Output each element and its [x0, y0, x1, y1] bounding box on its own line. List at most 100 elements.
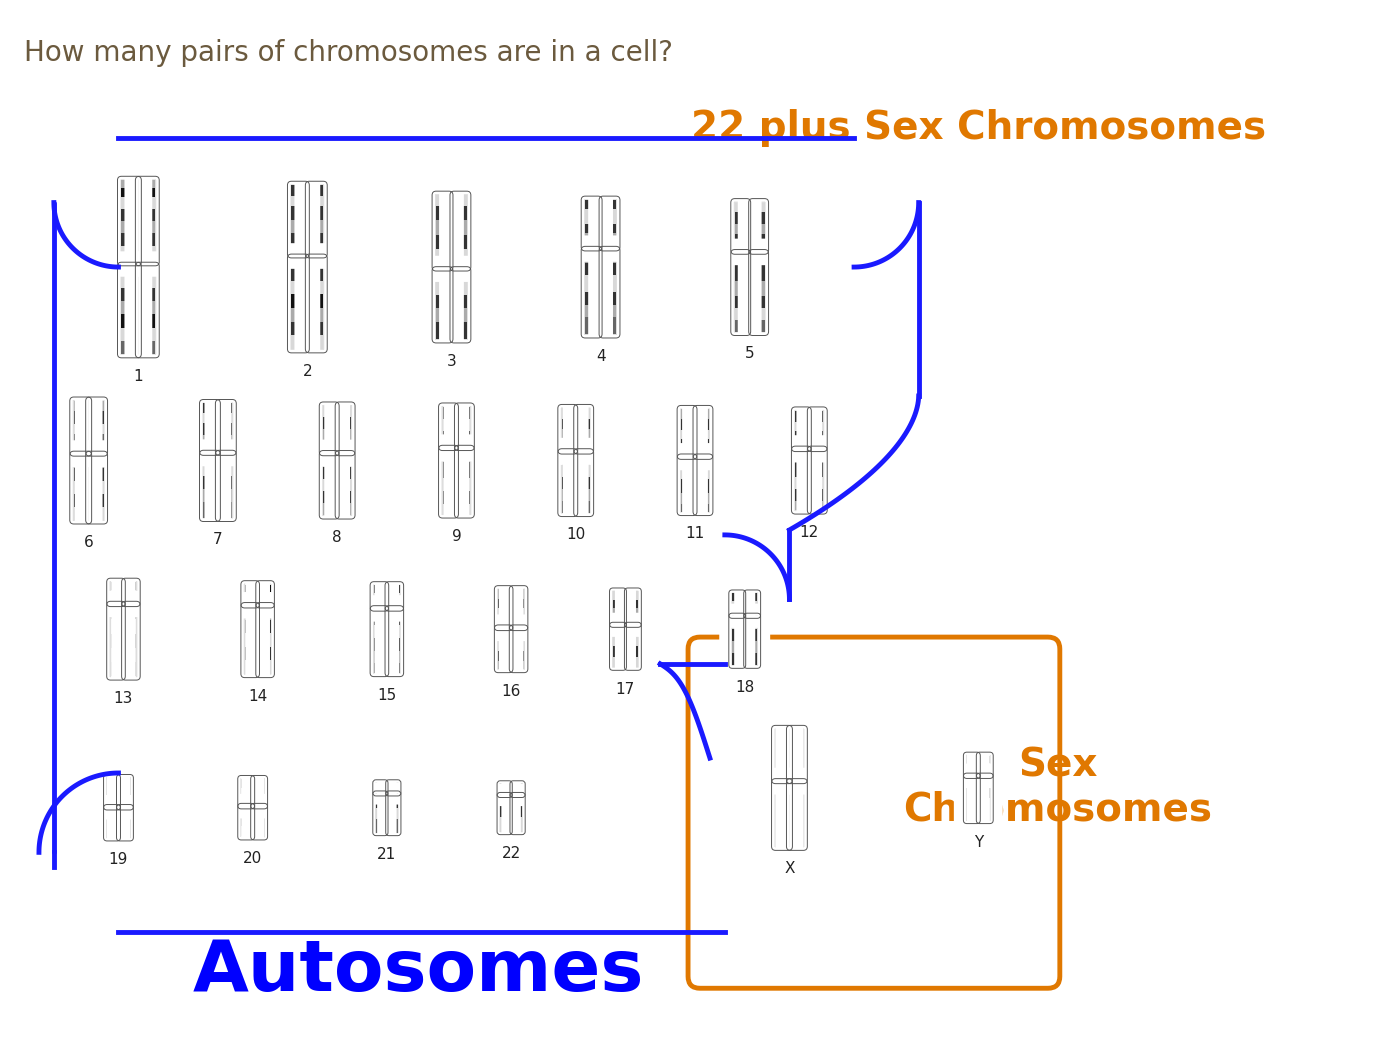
Bar [585, 304, 598, 317]
Bar [376, 808, 385, 819]
Bar [309, 206, 323, 220]
Bar [513, 661, 524, 668]
Bar [811, 477, 824, 490]
Bar [500, 796, 509, 806]
FancyBboxPatch shape [439, 446, 459, 518]
Bar [436, 271, 449, 281]
Bar [139, 288, 155, 301]
FancyBboxPatch shape [599, 247, 620, 338]
Bar [796, 477, 807, 490]
Bar [291, 336, 305, 349]
Bar [245, 598, 255, 605]
Bar [139, 341, 155, 354]
Bar [436, 221, 449, 234]
Bar [436, 295, 449, 309]
Bar [604, 200, 616, 209]
FancyBboxPatch shape [730, 250, 751, 336]
Bar [513, 817, 521, 832]
FancyBboxPatch shape [677, 406, 697, 459]
Bar [120, 778, 130, 788]
Bar [245, 592, 255, 598]
Bar [585, 275, 598, 292]
FancyBboxPatch shape [216, 450, 236, 522]
Bar [732, 641, 742, 653]
FancyBboxPatch shape [689, 637, 1059, 988]
Bar [604, 304, 616, 317]
FancyBboxPatch shape [117, 263, 141, 358]
Text: 17: 17 [616, 682, 636, 697]
Bar [442, 418, 454, 431]
Bar [796, 411, 807, 422]
Bar [291, 321, 305, 336]
FancyBboxPatch shape [609, 588, 626, 628]
Bar [811, 501, 824, 510]
Bar [389, 808, 397, 819]
Bar [323, 440, 335, 452]
Bar [107, 827, 117, 838]
Bar [811, 431, 824, 440]
Bar [790, 729, 803, 740]
Bar [500, 789, 509, 794]
Bar [389, 626, 400, 638]
Bar [309, 308, 323, 321]
Bar [775, 729, 789, 740]
Bar [454, 234, 467, 249]
Bar [454, 309, 467, 322]
Bar [139, 315, 155, 327]
Text: 13: 13 [114, 691, 134, 706]
Bar [139, 209, 155, 221]
FancyBboxPatch shape [305, 254, 328, 353]
FancyBboxPatch shape [558, 405, 577, 454]
Bar [110, 647, 121, 662]
Bar [74, 455, 88, 469]
Bar [110, 596, 121, 602]
Bar [339, 503, 351, 515]
Bar [562, 439, 574, 450]
Bar [790, 740, 803, 752]
Bar [389, 651, 400, 663]
Bar [513, 617, 524, 627]
Bar [107, 808, 117, 818]
Bar [323, 406, 335, 417]
Bar [513, 598, 524, 608]
Bar [291, 294, 305, 308]
FancyBboxPatch shape [319, 402, 339, 456]
Bar [259, 646, 270, 660]
Bar [125, 662, 137, 677]
Bar [604, 224, 616, 233]
Bar [139, 266, 155, 275]
Bar [204, 434, 216, 452]
FancyBboxPatch shape [107, 601, 125, 680]
Bar [291, 280, 305, 294]
FancyBboxPatch shape [386, 791, 401, 836]
Bar [309, 294, 323, 308]
Bar [498, 608, 509, 617]
Bar [204, 502, 216, 518]
Bar [562, 418, 574, 429]
Bar [454, 322, 467, 339]
Bar [753, 233, 764, 250]
Bar [204, 490, 216, 502]
Bar [697, 493, 710, 503]
Bar [374, 626, 385, 638]
Bar [121, 301, 138, 315]
Text: 3: 3 [446, 354, 456, 369]
Bar [513, 641, 524, 651]
FancyBboxPatch shape [581, 197, 602, 251]
Bar [125, 619, 137, 634]
Bar [309, 244, 323, 254]
Bar [339, 479, 351, 491]
Text: 5: 5 [744, 346, 754, 362]
Bar [245, 646, 255, 660]
Bar [323, 429, 335, 440]
Bar [747, 617, 757, 629]
Bar [107, 796, 117, 806]
Bar [459, 504, 470, 514]
Bar [732, 653, 742, 665]
Bar [323, 503, 335, 515]
Bar [259, 607, 270, 620]
Bar [735, 280, 747, 296]
Bar [577, 453, 590, 464]
Bar [577, 429, 590, 439]
Bar [735, 224, 747, 233]
